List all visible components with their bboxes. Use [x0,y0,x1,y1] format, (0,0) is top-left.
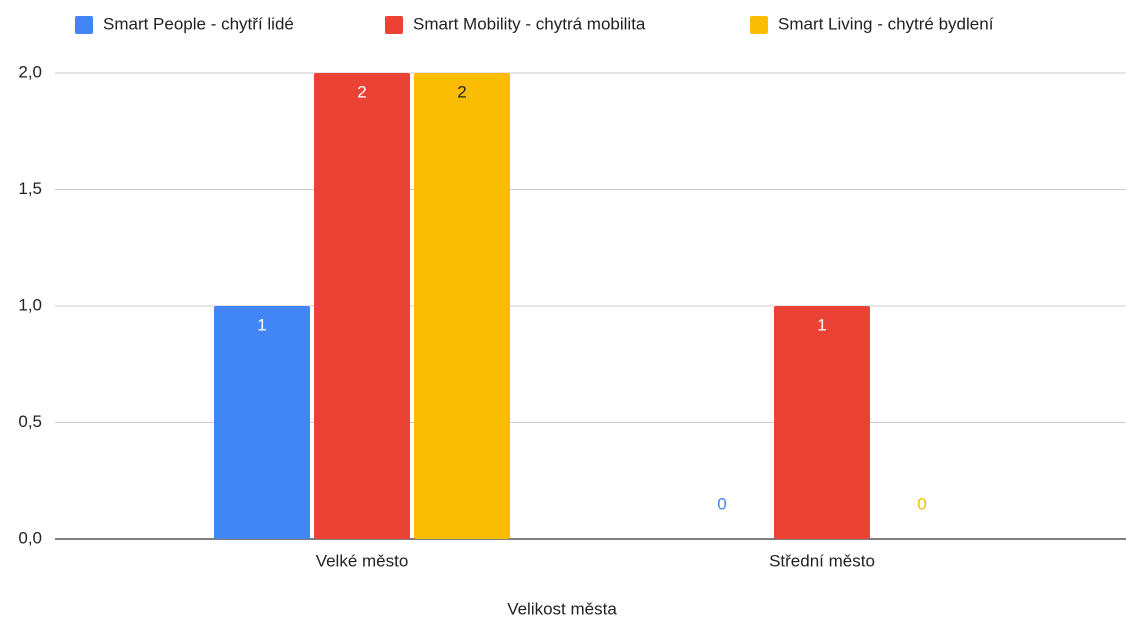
data-label: 2 [457,82,466,101]
y-tick-label: 1,5 [18,179,42,198]
data-label: 1 [817,315,826,334]
data-label: 0 [917,494,926,513]
data-label: 0 [717,494,726,513]
legend-swatch [750,16,768,34]
y-tick-label: 0,5 [18,412,42,431]
bar [774,306,870,539]
legend-label: Smart Living - chytré bydlení [778,14,994,33]
legend-swatch [385,16,403,34]
legend-label: Smart Mobility - chytrá mobilita [413,14,646,33]
x-tick-label: Velké město [316,551,409,570]
y-tick-label: 0,0 [18,528,42,547]
data-label: 2 [357,82,366,101]
data-label: 1 [257,315,266,334]
y-tick-label: 1,0 [18,295,42,314]
bar [214,306,310,539]
x-axis-title: Velikost města [507,599,617,618]
bar [314,73,410,539]
legend-swatch [75,16,93,34]
x-tick-label: Střední město [769,551,875,570]
bar [414,73,510,539]
y-tick-label: 2,0 [18,62,42,81]
legend-label: Smart People - chytří lidé [103,14,294,33]
